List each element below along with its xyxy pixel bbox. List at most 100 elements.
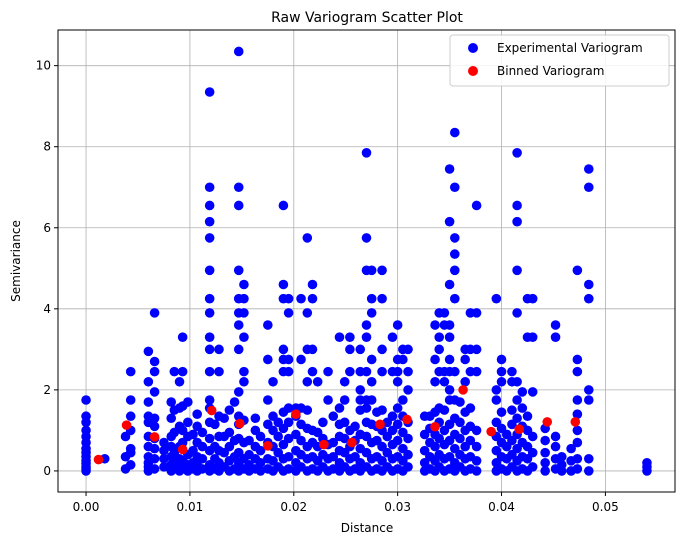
experimental-point xyxy=(268,376,278,387)
experimental-point xyxy=(471,441,482,452)
experimental-point xyxy=(439,405,450,415)
experimental-point xyxy=(204,433,215,444)
experimental-point xyxy=(149,464,160,474)
experimental-point xyxy=(517,403,528,413)
experimental-point xyxy=(204,200,215,211)
experimental-point xyxy=(229,397,240,407)
experimental-point xyxy=(434,344,445,355)
axis-ticks: 0.00 0.01 0.02 0.03 0.04 0.05 0 2 4 6 8 10 xyxy=(36,59,619,514)
experimental-point xyxy=(455,417,465,428)
experimental-point xyxy=(283,308,294,318)
experimental-point xyxy=(572,437,583,448)
y-tick-label: 4 xyxy=(43,302,51,316)
experimental-point xyxy=(345,366,355,377)
experimental-point xyxy=(527,387,538,397)
experimental-point xyxy=(143,376,154,387)
experimental-point xyxy=(449,127,460,138)
experimental-point xyxy=(572,354,583,365)
experimental-point xyxy=(527,447,538,458)
binned-point xyxy=(121,420,132,430)
experimental-point xyxy=(204,216,215,227)
experimental-point xyxy=(403,449,413,460)
experimental-point xyxy=(81,425,91,436)
experimental-point xyxy=(263,354,273,365)
experimental-point xyxy=(471,455,482,466)
experimental-point xyxy=(361,366,372,377)
experimental-point xyxy=(444,320,455,330)
experimental-point xyxy=(471,366,482,377)
experimental-point xyxy=(149,453,160,464)
legend: Experimental Variogram Binned Variogram xyxy=(449,34,670,87)
legend-box xyxy=(449,34,670,87)
experimental-point xyxy=(471,308,482,318)
experimental-point xyxy=(583,385,594,395)
experimental-point xyxy=(149,421,160,432)
experimental-point xyxy=(366,293,377,304)
experimental-point xyxy=(174,376,185,387)
binned-point xyxy=(402,414,412,425)
experimental-point xyxy=(192,409,202,419)
experimental-point xyxy=(403,385,413,395)
experimental-point xyxy=(81,395,91,405)
experimental-point xyxy=(572,425,583,436)
experimental-point xyxy=(149,413,160,424)
binned-point xyxy=(93,454,104,465)
experimental-point xyxy=(572,395,583,405)
experimental-point xyxy=(527,332,538,342)
experimental-point xyxy=(583,466,594,476)
experimental-point xyxy=(125,395,136,405)
experimental-point xyxy=(283,354,294,365)
experimental-point xyxy=(361,233,372,243)
experimental-point xyxy=(444,385,455,395)
experimental-point xyxy=(471,425,482,436)
experimental-point xyxy=(296,354,306,365)
experimental-point xyxy=(125,366,136,377)
experimental-point xyxy=(556,460,567,470)
experimental-point xyxy=(512,147,522,158)
binned-point xyxy=(177,444,188,455)
experimental-point xyxy=(387,411,398,422)
experimental-point xyxy=(323,366,333,377)
experimental-point xyxy=(430,354,440,365)
experimental-point xyxy=(449,182,460,193)
experimental-point xyxy=(377,405,387,415)
experimental-point xyxy=(169,366,180,377)
x-tick-label: 0.05 xyxy=(592,500,619,514)
experimental-point xyxy=(491,385,502,395)
binned-point xyxy=(458,385,468,395)
experimental-point xyxy=(204,182,215,193)
experimental-point xyxy=(512,216,522,227)
experimental-point xyxy=(366,376,377,387)
y-axis-label: Semivariance xyxy=(9,220,23,302)
grid xyxy=(58,30,675,492)
experimental-point xyxy=(465,435,476,446)
experimental-point xyxy=(302,405,313,415)
experimental-point xyxy=(339,395,350,405)
experimental-point xyxy=(204,344,215,355)
x-tick-label: 0.02 xyxy=(280,500,307,514)
experimental-point xyxy=(159,437,169,448)
experimental-point xyxy=(398,395,408,405)
experimental-point xyxy=(527,462,538,472)
experimental-point xyxy=(507,366,517,377)
experimental-point xyxy=(224,405,235,415)
experimental-point xyxy=(307,279,318,290)
experimental-point xyxy=(392,419,403,430)
experimental-point xyxy=(204,366,215,377)
experimental-point xyxy=(403,462,413,472)
binned-point xyxy=(375,419,385,430)
y-tick-label: 10 xyxy=(36,59,51,73)
binned-point xyxy=(319,439,329,450)
x-tick-label: 0.00 xyxy=(73,500,100,514)
experimental-point xyxy=(642,458,652,468)
binned-point xyxy=(542,417,553,427)
experimental-point xyxy=(512,200,522,211)
experimental-point xyxy=(323,395,333,405)
experimental-point xyxy=(527,431,538,442)
experimental-point xyxy=(355,344,366,355)
experimental-point xyxy=(540,435,550,446)
experimental-point xyxy=(583,453,594,464)
experimental-point xyxy=(512,265,522,276)
experimental-point xyxy=(204,395,215,405)
experimental-point xyxy=(204,265,215,276)
